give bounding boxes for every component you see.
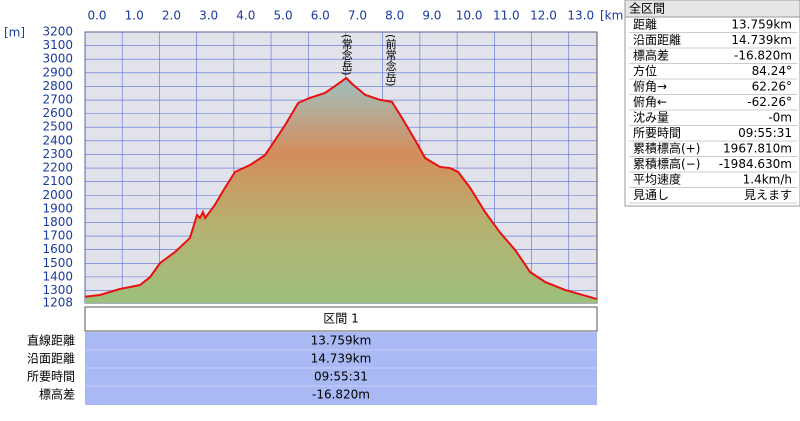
y-tick-label: 2900 <box>42 65 73 79</box>
y-axis-label: [m] <box>4 26 25 40</box>
info-panel-title: 全区間 <box>629 1 665 16</box>
y-tick-label: 1700 <box>42 229 73 243</box>
y-tick-label: 2700 <box>42 93 73 107</box>
info-value: 1967.810m <box>723 142 792 156</box>
y-tick-label: 1500 <box>42 256 73 270</box>
y-tick-label: 1300 <box>42 283 73 297</box>
info-label: 俯角→ <box>633 79 667 94</box>
section-row-value: 13.759km <box>311 334 372 348</box>
section-row-value: 14.739km <box>311 352 372 366</box>
peak-annotation: (前常念岳) <box>384 34 397 87</box>
section-row-label: 標高差 <box>39 387 75 402</box>
section-title: 区間 1 <box>323 312 358 326</box>
profile-line <box>84 76 598 301</box>
section-row-label: 沿面距離 <box>27 352 75 366</box>
y-tick-label: 2400 <box>42 133 73 147</box>
info-label: 標高差 <box>633 48 669 63</box>
info-value: -1984.630m <box>719 157 792 171</box>
section-row-value: 09:55:31 <box>314 370 368 384</box>
info-value: 84.24° <box>752 64 792 78</box>
y-tick-label: 1800 <box>42 215 73 229</box>
x-axis-label: [km] <box>600 9 628 23</box>
y-tick-label: 1400 <box>42 269 73 283</box>
section-row-label: 直線距離 <box>27 333 75 348</box>
y-tick-label: 1900 <box>42 201 73 215</box>
x-tick-label: 0.0 <box>87 9 106 23</box>
info-value: 14.739km <box>731 33 792 47</box>
y-tick-label: 1208 <box>42 296 73 310</box>
info-value: 62.26° <box>752 80 792 94</box>
x-tick-label: 2.0 <box>162 9 181 23</box>
info-value: -0m <box>768 111 792 125</box>
x-tick-label: 8.0 <box>385 9 404 23</box>
y-tick-label: 2100 <box>42 174 73 188</box>
info-value: 09:55:31 <box>738 126 792 140</box>
area-fill <box>85 77 597 303</box>
info-panel-header <box>624 0 800 18</box>
y-tick-label: 3000 <box>42 52 73 66</box>
info-label: 距離 <box>633 18 657 32</box>
info-label: 累積標高(−) <box>633 156 700 171</box>
x-tick-label: 10.0 <box>456 9 483 23</box>
info-label: 方位 <box>633 63 657 78</box>
info-label: 平均速度 <box>633 172 681 187</box>
x-tick-label: 6.0 <box>311 9 330 23</box>
peak-annotation: (常念岳) <box>340 34 353 76</box>
x-tick-label: 9.0 <box>422 9 441 23</box>
y-tick-label: 3100 <box>42 38 73 52</box>
y-tick-label: 2500 <box>42 120 73 134</box>
section-row-label: 所要時間 <box>27 370 75 384</box>
y-tick-label: 2600 <box>42 106 73 120</box>
info-label: 俯角← <box>633 94 667 109</box>
x-tick-label: 11.0 <box>493 9 520 23</box>
info-value: -16.820m <box>734 49 792 63</box>
y-tick-label: 2800 <box>42 79 73 93</box>
section-header-box <box>84 306 598 332</box>
x-tick-label: 1.0 <box>125 9 144 23</box>
info-label: 沈み量 <box>633 110 669 125</box>
y-tick-label: 2300 <box>42 147 73 161</box>
y-tick-label: 2200 <box>42 161 73 175</box>
x-tick-label: 7.0 <box>348 9 367 23</box>
x-tick-label: 4.0 <box>236 9 255 23</box>
x-tick-label: 3.0 <box>199 9 218 23</box>
y-tick-label: 1600 <box>42 242 73 256</box>
y-tick-label: 2000 <box>42 188 73 202</box>
section-row-value: -16.820m <box>312 388 370 402</box>
info-value: 13.759km <box>731 18 792 32</box>
y-tick-label: 3200 <box>42 25 73 39</box>
info-label: 沿面距離 <box>633 33 681 47</box>
info-value: 見えます <box>744 188 792 202</box>
x-tick-label: 5.0 <box>274 9 293 23</box>
info-label: 見通し <box>633 188 669 202</box>
info-value: 1.4km/h <box>743 173 792 187</box>
x-tick-label: 12.0 <box>530 9 557 23</box>
info-value: -62.26° <box>747 95 792 109</box>
info-label: 所要時間 <box>633 126 681 140</box>
info-label: 累積標高(+) <box>633 141 700 156</box>
x-tick-label: 13.0 <box>567 9 594 23</box>
